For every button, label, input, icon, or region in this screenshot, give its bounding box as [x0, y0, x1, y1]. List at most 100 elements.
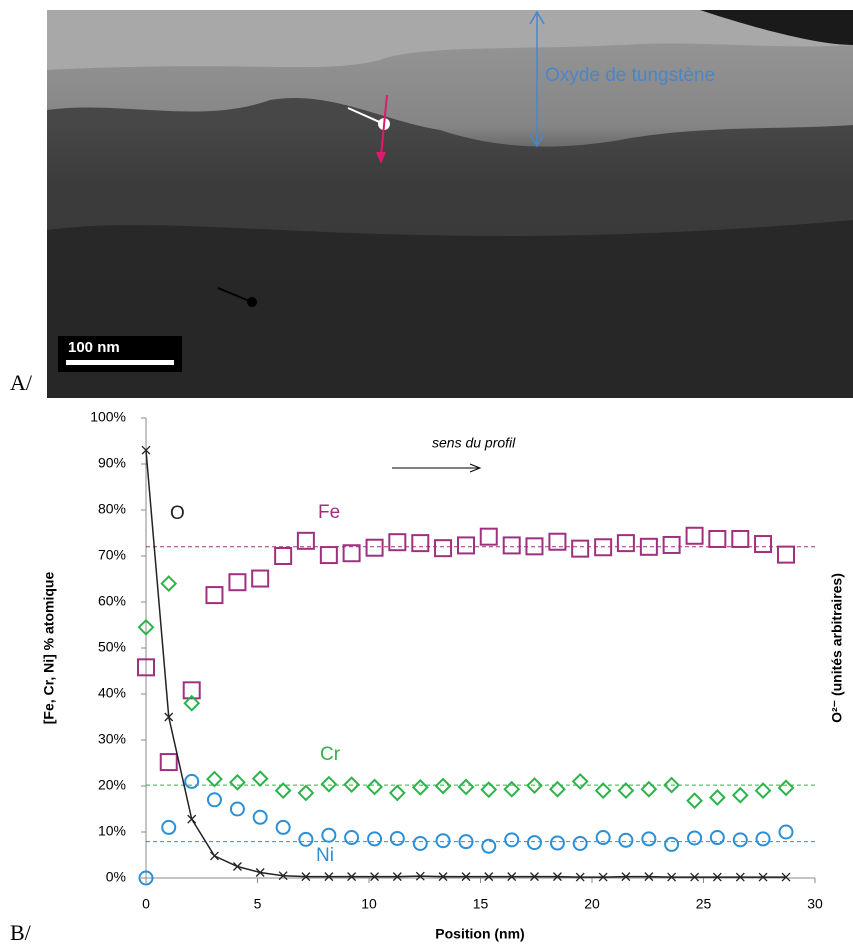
o-marker [781, 872, 791, 882]
ni-marker [321, 827, 337, 843]
series-label: Cr [320, 744, 341, 765]
y-tick-label: 70% [98, 547, 126, 563]
o-marker [667, 872, 677, 882]
fe-marker [296, 531, 315, 550]
y2-axis-title: O²⁻ (unités arbitraires) [829, 573, 845, 723]
fe-marker [708, 529, 727, 548]
fe-marker [251, 569, 270, 588]
y-tick-label: 80% [98, 501, 126, 517]
fe-marker [205, 586, 224, 605]
cr-marker [343, 776, 361, 794]
fe-marker [754, 535, 773, 554]
ni-marker [687, 830, 703, 846]
cr-marker [663, 776, 681, 794]
o-marker [187, 814, 197, 824]
ni-marker [755, 831, 771, 847]
ni-marker [161, 819, 177, 835]
ni-marker [481, 838, 497, 854]
fe-marker [137, 658, 155, 677]
ni-marker [549, 835, 565, 851]
o-marker [461, 872, 471, 882]
x-tick-label: 20 [584, 896, 600, 912]
fe-marker [411, 534, 430, 553]
ni-marker [732, 832, 748, 848]
o-marker [621, 872, 631, 882]
o-marker [232, 862, 242, 871]
cr-marker [686, 792, 703, 810]
tem-image: Oxyde de tungstène 100 nm [47, 10, 853, 399]
y-tick-label: 0% [106, 869, 126, 885]
fe-marker [365, 538, 384, 557]
ni-marker [275, 819, 291, 835]
o-marker [324, 872, 334, 882]
o-marker [164, 712, 174, 722]
ni-marker [206, 792, 222, 808]
o-marker [758, 872, 768, 882]
y-axis-title: [Fe, Cr, Ni] % atomique [41, 572, 57, 725]
fe-marker [616, 534, 635, 553]
ni-marker [458, 834, 474, 850]
ni-marker [641, 831, 657, 847]
cr-marker [617, 782, 635, 800]
scale-bar-label: 100 nm [68, 339, 120, 356]
cr-marker [640, 780, 658, 798]
o-marker [575, 872, 585, 882]
ni-marker [664, 836, 680, 852]
cr-marker [411, 778, 429, 796]
fe-marker [594, 538, 613, 557]
y-tick-label: 20% [98, 777, 126, 793]
y-tick-label: 30% [98, 731, 126, 747]
ni-marker [504, 832, 520, 848]
fe-marker [571, 539, 590, 558]
cr-marker [526, 777, 543, 794]
o-marker [255, 868, 265, 877]
x-axis-title: Position (nm) [435, 926, 524, 942]
cr-marker [549, 780, 566, 798]
x-tick-label: 5 [254, 896, 262, 912]
fe-marker [434, 539, 453, 558]
y-tick-label: 90% [98, 455, 126, 471]
ni-marker [344, 830, 360, 846]
ni-marker [778, 824, 794, 840]
panel-label: A/ [10, 370, 33, 395]
fe-marker [159, 753, 178, 772]
cr-marker [708, 789, 726, 806]
cr-marker [503, 780, 521, 798]
ni-marker [526, 835, 542, 851]
y-tick-label: 10% [98, 823, 126, 839]
cr-marker [137, 618, 155, 636]
fe-marker [457, 536, 476, 555]
o-marker [507, 872, 517, 882]
ni-marker [435, 833, 451, 849]
cr-marker [206, 770, 223, 788]
cr-marker [594, 782, 612, 800]
fe-marker [685, 526, 704, 545]
cr-marker [320, 775, 338, 793]
o-marker [712, 872, 722, 882]
o-marker [141, 445, 151, 455]
series-label: Fe [318, 502, 340, 523]
x-tick-label: 30 [807, 896, 823, 912]
ni-marker [618, 832, 634, 848]
o-marker [278, 871, 288, 881]
o-marker [438, 872, 448, 882]
o-marker [347, 872, 357, 882]
series-label: Ni [316, 845, 334, 866]
o-marker [598, 872, 608, 882]
fe-marker [274, 547, 293, 565]
cr-marker [480, 781, 498, 799]
cr-marker [777, 779, 795, 797]
fe-marker [319, 546, 338, 565]
ni-marker [229, 801, 245, 817]
cr-marker [229, 773, 246, 791]
y-tick-label: 100% [90, 409, 126, 425]
o-marker [392, 872, 402, 882]
y-tick-label: 60% [98, 593, 126, 609]
fe-marker [182, 681, 201, 700]
fe-marker [662, 535, 681, 554]
o-marker [735, 872, 745, 882]
profile-annotation: sens du profil [432, 435, 516, 451]
panel-label: B/ [10, 920, 32, 945]
ni-marker [389, 830, 405, 846]
